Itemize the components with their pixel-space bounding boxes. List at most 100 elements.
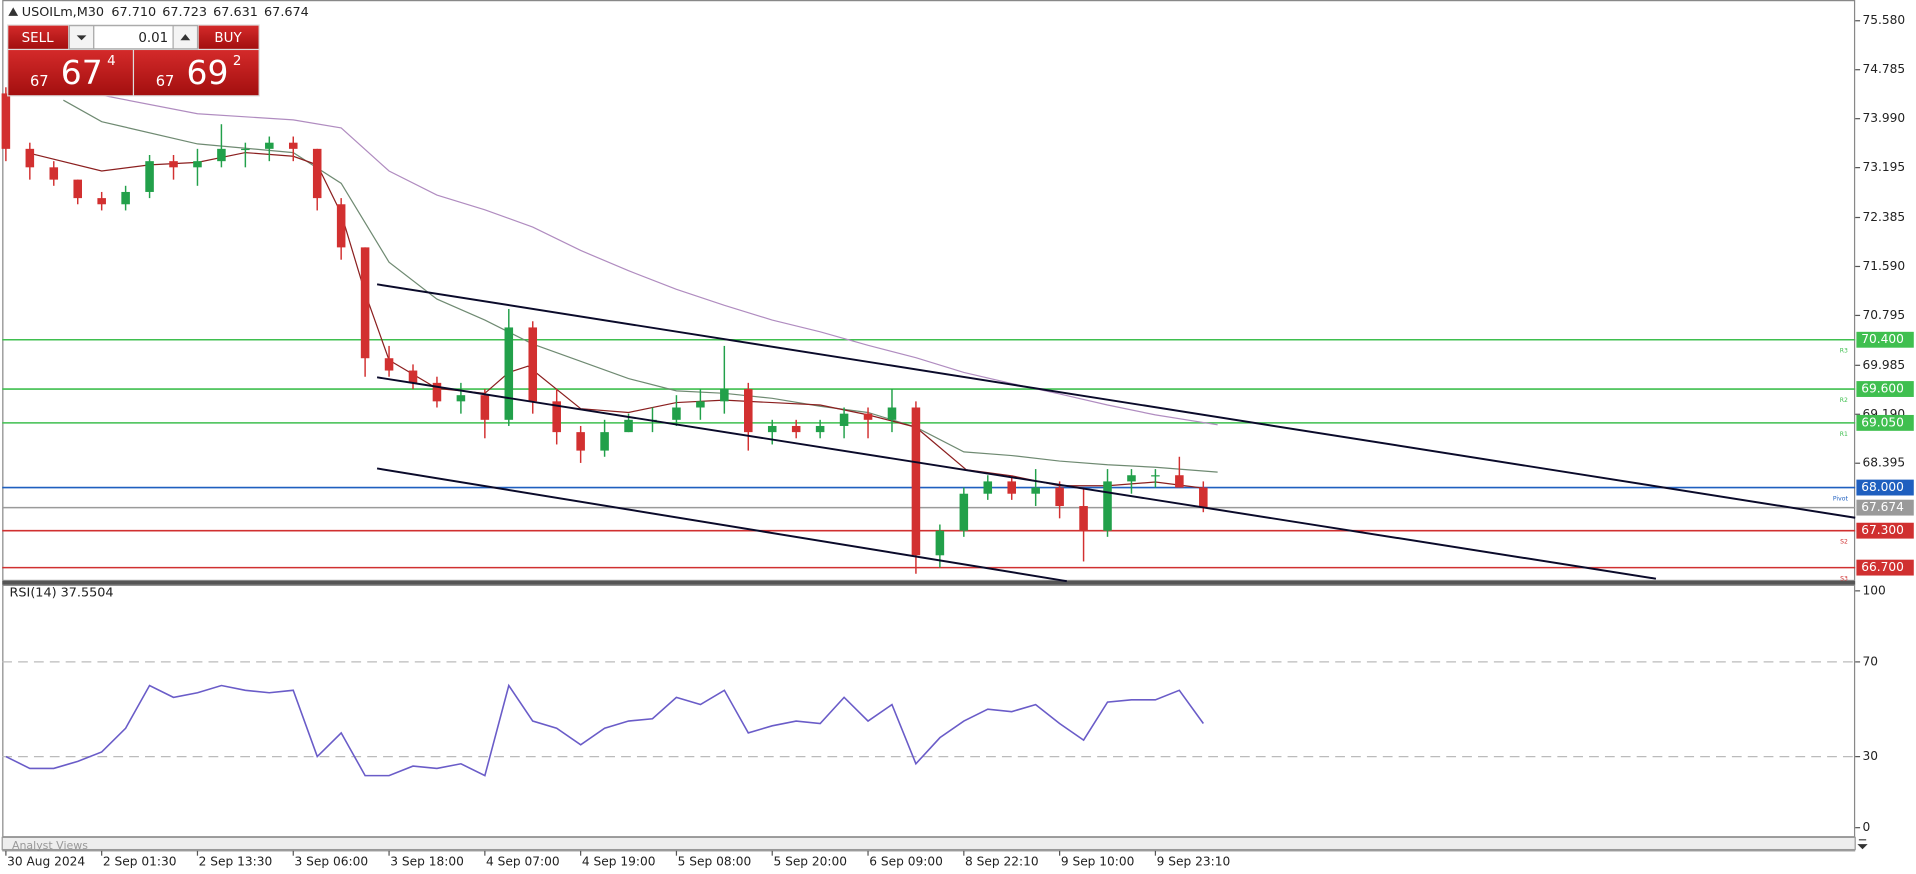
candle-body [1127, 475, 1136, 482]
candle-body [887, 407, 897, 420]
y-tick-label: 72.385 [1863, 210, 1906, 224]
buy-price-big: 67 [156, 73, 175, 90]
sell-price-box[interactable] [8, 50, 133, 96]
buy-button[interactable] [198, 25, 259, 49]
buy-price-main: 69 [187, 53, 229, 92]
y-tick-label: 75.580 [1863, 13, 1906, 27]
candle-body [863, 413, 873, 420]
level-tag-bg [1856, 479, 1914, 496]
candle-body [767, 425, 777, 433]
trendline [376, 283, 1856, 519]
candle-body [839, 413, 849, 426]
level-label: 66.700 [1861, 560, 1904, 574]
sell-button[interactable] [8, 25, 69, 49]
candle-body [1079, 506, 1088, 531]
candle-body [145, 161, 154, 192]
plot-layer: 75.580 74.785 73.990 73.195 72.385 71.590 70.7… [1, 13, 1914, 868]
candle-body [408, 370, 418, 383]
x-tick-label: 8 Sep 22:10 [965, 854, 1039, 868]
level-tag-bg [1856, 499, 1914, 516]
candle-body [552, 401, 561, 433]
collapse-icon[interactable] [8, 7, 19, 16]
trade-panel: SELL 0.01 BUY 67 67 4 67 69 2 [7, 24, 260, 97]
level-label: 70.400 [1861, 332, 1904, 346]
level-tag: R1 [1840, 431, 1848, 438]
level-tag: R3 [1840, 348, 1848, 355]
buy-label[interactable]: BUY [214, 31, 242, 46]
candle-body [672, 407, 681, 420]
candle-body [935, 530, 945, 556]
level-tag-bg [1856, 414, 1914, 431]
x-tick-label: 3 Sep 18:00 [390, 854, 464, 868]
ohlc-close: 67.674 [264, 5, 309, 20]
y-tick-label: 30 [1863, 749, 1879, 763]
candle-body [624, 419, 633, 433]
sell-label[interactable]: SELL [22, 31, 54, 46]
level-label: 67.300 [1861, 523, 1904, 537]
candle-body [1, 93, 11, 149]
candle-body [73, 179, 82, 199]
candle-body [791, 425, 801, 433]
ohlc-open: 67.710 [111, 5, 156, 20]
x-tick-label: 4 Sep 19:00 [582, 854, 656, 868]
candle-body [121, 191, 130, 205]
candle-body [1007, 481, 1016, 494]
candle-body [193, 161, 202, 168]
y-tick-label: 70.795 [1863, 308, 1906, 322]
level-tag: R2 [1840, 397, 1848, 404]
symbol: USOILm,M30 [22, 5, 104, 20]
rsi-line [5, 683, 1204, 777]
level-tag-bg [1856, 381, 1914, 397]
x-tick-label: 3 Sep 06:00 [294, 854, 368, 868]
candle-body [1103, 481, 1112, 531]
y-tick-label: 0 [1863, 820, 1871, 834]
candle-body [528, 327, 538, 402]
candle-body [1199, 487, 1208, 508]
up-arrow [180, 34, 191, 41]
trendline [376, 467, 1067, 583]
scale-icon[interactable] [1857, 839, 1868, 850]
down-arrow [76, 35, 87, 41]
trendline [376, 376, 1657, 580]
y-tick-label: 73.195 [1863, 160, 1906, 174]
candle-body [360, 247, 370, 359]
sell-price-main: 67 [61, 53, 103, 92]
candle-body [288, 142, 298, 149]
x-tick-label: 30 Aug 2024 [7, 854, 85, 868]
moving-average [63, 99, 1218, 473]
level-tag-bg [1856, 522, 1914, 539]
level-label: 69.050 [1861, 415, 1904, 429]
level-tag: S2 [1840, 539, 1848, 546]
level-label: 69.600 [1861, 382, 1904, 396]
level-label: 68.000 [1861, 480, 1904, 494]
y-tick-label: 74.785 [1863, 62, 1906, 76]
level-tag-bg [1856, 559, 1914, 576]
candle-body [983, 481, 993, 494]
candle-body [456, 395, 466, 402]
lot-value[interactable]: 0.01 [138, 31, 168, 46]
x-tick-label: 9 Sep 23:10 [1157, 854, 1231, 868]
candle-body [265, 142, 274, 149]
x-tick-label: 2 Sep 01:30 [103, 854, 177, 868]
candle-body [911, 407, 921, 556]
candle-body [720, 389, 729, 402]
level-tag: S3 [1840, 576, 1848, 583]
level-tag: Pivot [1833, 496, 1849, 503]
candle-body [1175, 475, 1184, 488]
candle-body [384, 358, 394, 371]
candle-body [1055, 487, 1064, 507]
bottom-strip [1, 836, 1856, 851]
y-tick-label: 71.590 [1863, 259, 1906, 273]
rsi-title: RSI(14) 37.5504 [10, 586, 114, 601]
x-tick-label: 2 Sep 13:30 [199, 854, 273, 868]
candle-body [217, 148, 226, 162]
candle-body [576, 432, 585, 451]
buy-price-box[interactable] [134, 50, 259, 96]
level-label: 67.674 [1861, 500, 1904, 514]
x-tick-label: 5 Sep 20:00 [773, 854, 847, 868]
symbol-header: USOILm,M30 67.710 67.723 67.631 67.674 [22, 5, 309, 20]
footer-tab[interactable]: Analyst Views [12, 839, 88, 852]
